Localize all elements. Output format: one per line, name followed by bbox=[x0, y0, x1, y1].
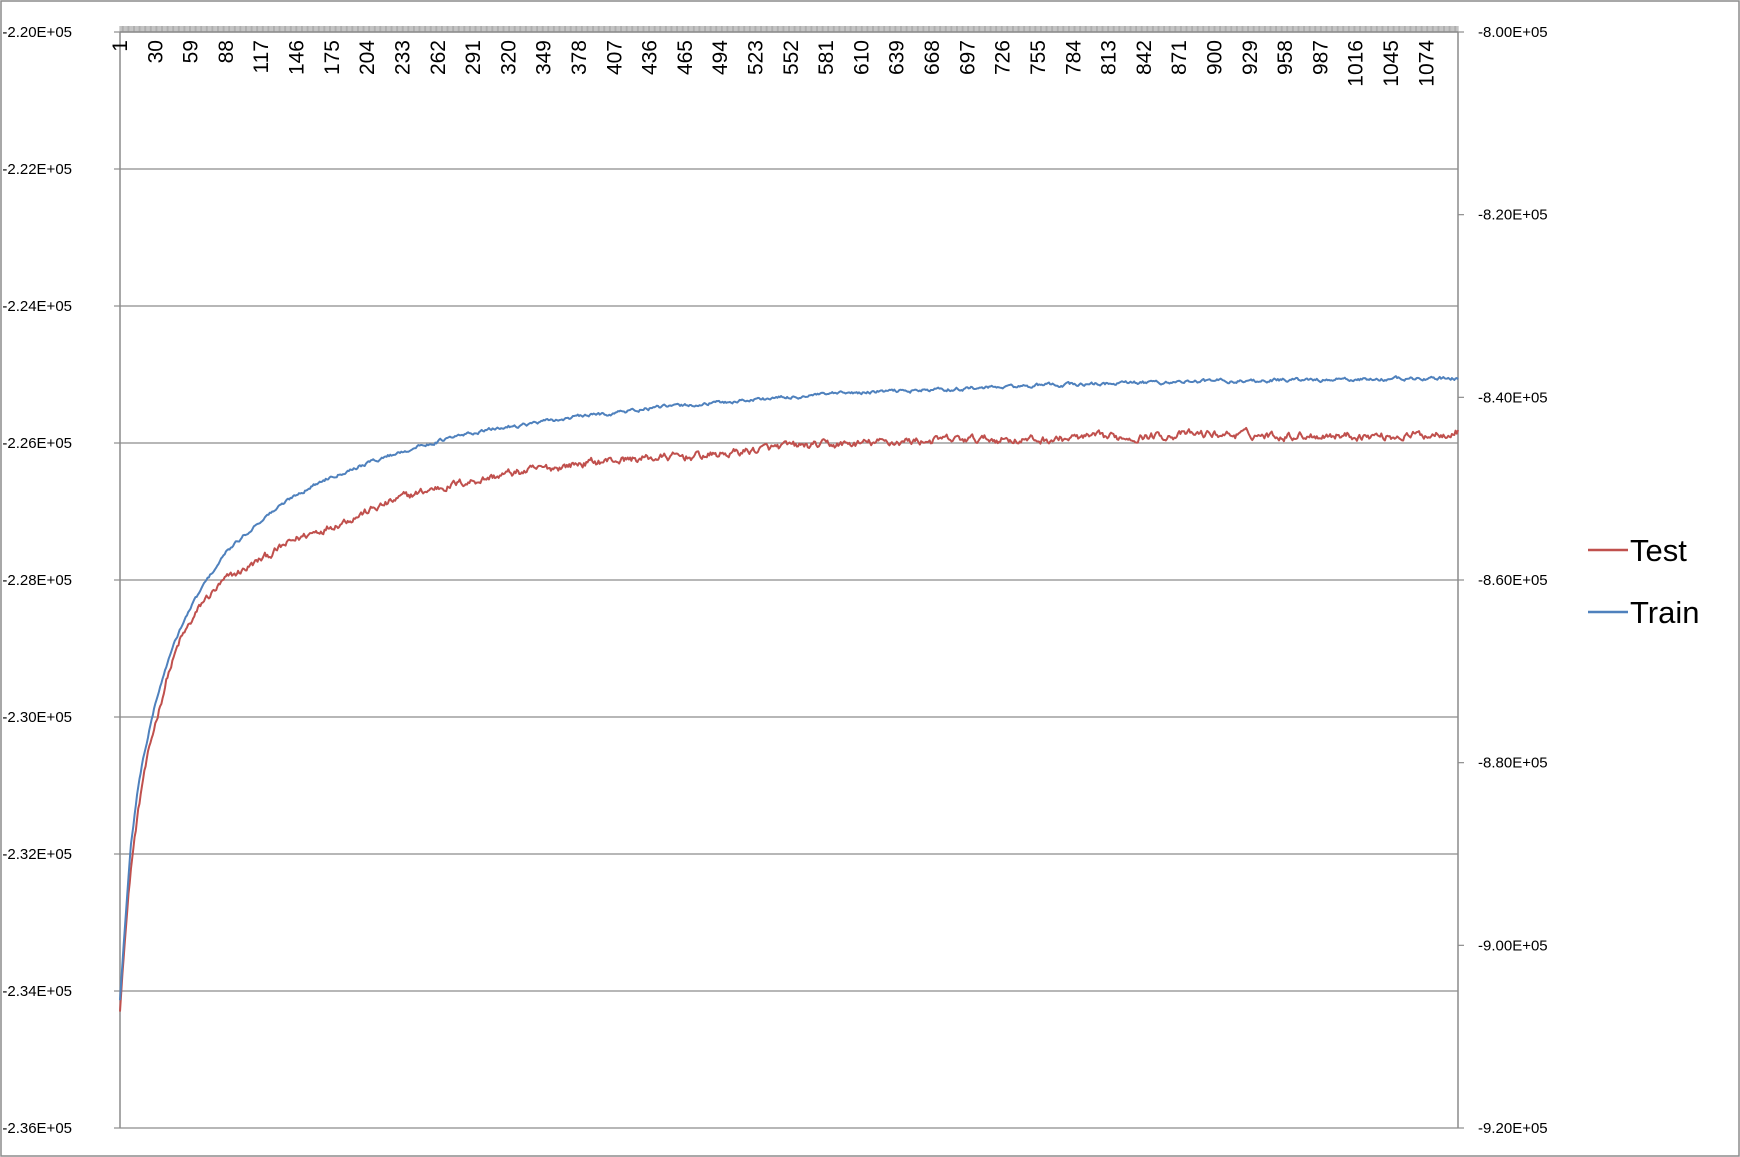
x-tick-label: 581 bbox=[815, 40, 838, 75]
left-y-tick-label: -2.22E+05 bbox=[2, 161, 72, 178]
left-y-tick-label: -2.26E+05 bbox=[2, 435, 72, 452]
x-tick-label: 291 bbox=[462, 40, 485, 75]
right-y-tick-label: -8.80E+05 bbox=[1478, 755, 1548, 772]
x-tick-label: 813 bbox=[1098, 40, 1121, 75]
right-y-tick-label: -9.20E+05 bbox=[1478, 1120, 1548, 1137]
x-tick-label: 262 bbox=[427, 40, 450, 75]
x-tick-label: 320 bbox=[497, 40, 520, 75]
left-y-tick-label: -2.24E+05 bbox=[2, 298, 72, 315]
left-y-tick-label: -2.28E+05 bbox=[2, 572, 72, 589]
legend: Test Train bbox=[1588, 533, 1699, 630]
x-tick-label: 929 bbox=[1239, 40, 1262, 75]
right-y-tick-label: -9.00E+05 bbox=[1478, 937, 1548, 954]
x-tick-label: 1016 bbox=[1345, 40, 1368, 87]
x-tick-label: 842 bbox=[1133, 40, 1156, 75]
x-tick-label: 175 bbox=[321, 40, 344, 75]
x-tick-label: 436 bbox=[639, 40, 662, 75]
left-y-tick-label: -2.34E+05 bbox=[2, 983, 72, 1000]
left-y-tick-label: -2.32E+05 bbox=[2, 846, 72, 863]
x-tick-label: 88 bbox=[215, 40, 238, 63]
x-tick-label: 523 bbox=[745, 40, 768, 75]
x-tick-label: 378 bbox=[568, 40, 591, 75]
legend-label-train: Train bbox=[1630, 595, 1699, 630]
x-tick-label: 871 bbox=[1168, 40, 1191, 75]
x-tick-label: 1074 bbox=[1415, 40, 1438, 87]
x-tick-label: 1 bbox=[109, 40, 132, 52]
x-tick-marks bbox=[119, 26, 1459, 32]
x-tick-label: 697 bbox=[956, 40, 979, 75]
x-tick-label: 233 bbox=[391, 40, 414, 75]
x-tick-label: 407 bbox=[603, 40, 626, 75]
legend-label-test: Test bbox=[1630, 533, 1687, 568]
x-tick-label: 117 bbox=[250, 40, 273, 73]
left-y-tick-label: -2.20E+05 bbox=[2, 24, 72, 41]
x-tick-label: 610 bbox=[850, 40, 873, 75]
x-tick-label: 349 bbox=[533, 40, 556, 75]
x-tick-label: 726 bbox=[992, 40, 1015, 75]
x-tick-label: 30 bbox=[144, 40, 167, 63]
x-tick-label: 958 bbox=[1274, 40, 1297, 75]
x-tick-label: 900 bbox=[1204, 40, 1227, 75]
x-tick-label: 552 bbox=[780, 40, 803, 75]
left-y-tick-label: -2.30E+05 bbox=[2, 709, 72, 726]
series-lines bbox=[119, 375, 1459, 1012]
x-tick-label: 146 bbox=[286, 40, 309, 75]
x-tick-label: 204 bbox=[356, 40, 379, 75]
right-y-tick-label: -8.00E+05 bbox=[1478, 24, 1548, 41]
x-tick-label: 784 bbox=[1062, 40, 1085, 75]
series-line-test bbox=[119, 426, 1459, 1012]
x-tick-label: 494 bbox=[709, 40, 732, 75]
x-tick-label: 987 bbox=[1309, 40, 1332, 75]
x-tick-label: 1045 bbox=[1380, 40, 1403, 87]
x-tick-label: 639 bbox=[886, 40, 909, 75]
x-tick-label: 465 bbox=[674, 40, 697, 75]
axes: -2.20E+05 -2.22E+05 -2.24E+05 -2.26E+05 -2.2… bbox=[2, 24, 1547, 1137]
right-y-tick-label: -8.20E+05 bbox=[1478, 207, 1548, 224]
x-tick-mark-strip bbox=[119, 26, 1459, 32]
right-y-tick-label: -8.40E+05 bbox=[1478, 389, 1548, 406]
x-tick-label: 668 bbox=[921, 40, 944, 75]
x-tick-label: 59 bbox=[180, 40, 203, 63]
series-line-train bbox=[119, 375, 1459, 1001]
right-y-tick-label: -8.60E+05 bbox=[1478, 572, 1548, 589]
x-tick-label: 755 bbox=[1027, 40, 1050, 75]
left-y-tick-label: -2.36E+05 bbox=[2, 1120, 72, 1137]
